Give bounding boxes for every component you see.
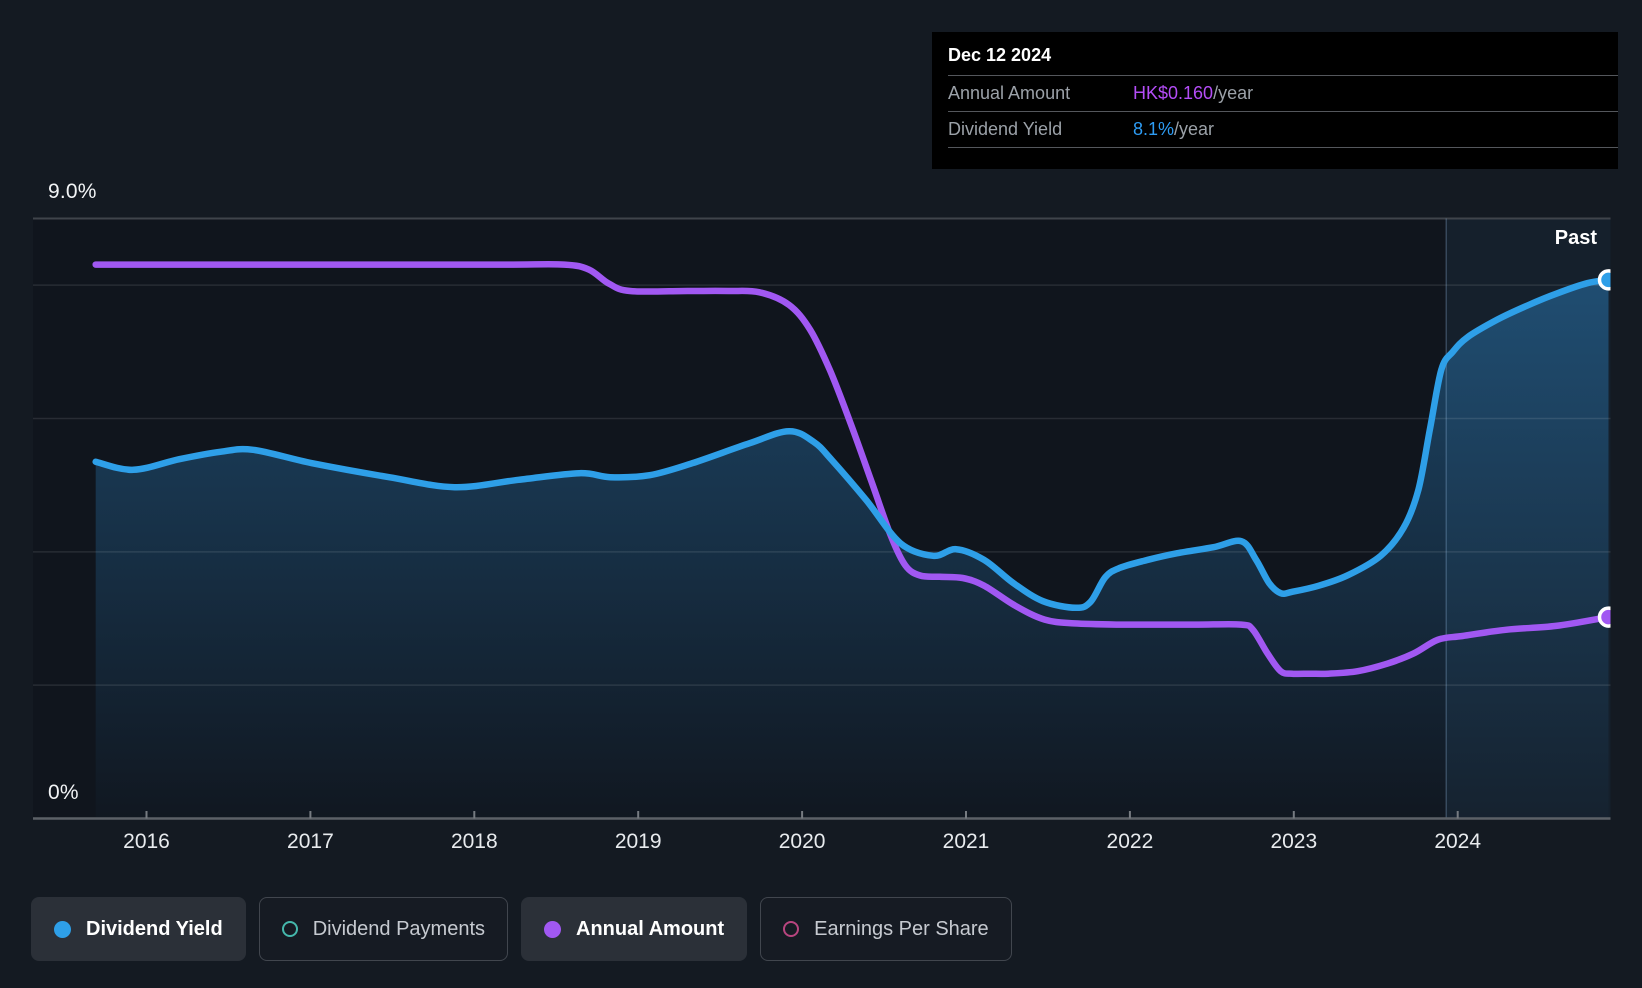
legend-button-label: Annual Amount <box>576 917 725 940</box>
x-axis-year-label: 2021 <box>942 830 990 853</box>
x-axis-year-label: 2024 <box>1434 830 1482 853</box>
tooltip-row-value: HK$0.160 <box>1133 83 1214 103</box>
legend-button-label: Dividend Payments <box>312 917 486 940</box>
x-axis-year-label: 2020 <box>778 830 826 853</box>
tooltip-row: Annual Amount HK$0.160/year <box>948 75 1618 111</box>
chart-legend: Dividend Yield Dividend Payments Annual Am… <box>31 897 1012 961</box>
legend-button-dividend-payments[interactable]: Dividend Payments <box>258 897 509 961</box>
annual-amount-line <box>92 260 1611 678</box>
x-axis-year-label: 2017 <box>287 830 334 853</box>
dividend-yield-area <box>95 279 1609 819</box>
dividend-yield-series-icon <box>54 920 71 938</box>
tooltip-row-label: Dividend Yield <box>948 119 1063 139</box>
legend-button-label: Earnings Per Share <box>814 917 989 940</box>
tooltip-date: Dec 12 2024 <box>948 45 1052 65</box>
past-region-label: Past <box>1554 227 1597 249</box>
earnings-per-share-series-icon <box>783 921 800 937</box>
x-axis-year-label: 2018 <box>450 830 498 853</box>
legend-button-label: Dividend Yield <box>86 917 223 940</box>
dividend-payments-series-icon <box>281 921 298 937</box>
annual-amount-end-marker <box>1597 606 1611 628</box>
tooltip-row-value: 8.1% <box>1133 119 1175 139</box>
y-axis-zero-label: 0% <box>48 781 79 804</box>
x-axis-year-label: 2019 <box>614 830 662 853</box>
tooltip-row: Dividend Yield 8.1%/year <box>948 111 1618 147</box>
annual-amount-series-icon <box>544 920 562 938</box>
legend-button-dividend-yield[interactable]: Dividend Yield <box>31 897 246 961</box>
legend-button-earnings-per-share[interactable]: Earnings Per Share <box>760 897 1012 961</box>
x-axis-year-label: 2023 <box>1270 830 1318 853</box>
legend-button-annual-amount[interactable]: Annual Amount <box>521 897 748 961</box>
y-axis-max-label: 9.0% <box>48 180 97 203</box>
tooltip-rows: Annual Amount HK$0.160/year Dividend Yield… <box>948 75 1618 148</box>
dividend-yield-end-marker <box>1597 269 1611 291</box>
x-axis-year-label: 2022 <box>1106 830 1154 853</box>
tooltip-row-label: Annual Amount <box>948 83 1071 103</box>
chart-tooltip: Dec 12 2024 Annual Amount HK$0.160/year Di… <box>932 32 1618 169</box>
x-axis-year-label: 2016 <box>123 830 170 853</box>
tooltip-row-suffix: /year <box>1174 119 1215 139</box>
dividend-yield-line <box>92 276 1611 612</box>
tooltip-row-suffix: /year <box>1213 83 1254 103</box>
